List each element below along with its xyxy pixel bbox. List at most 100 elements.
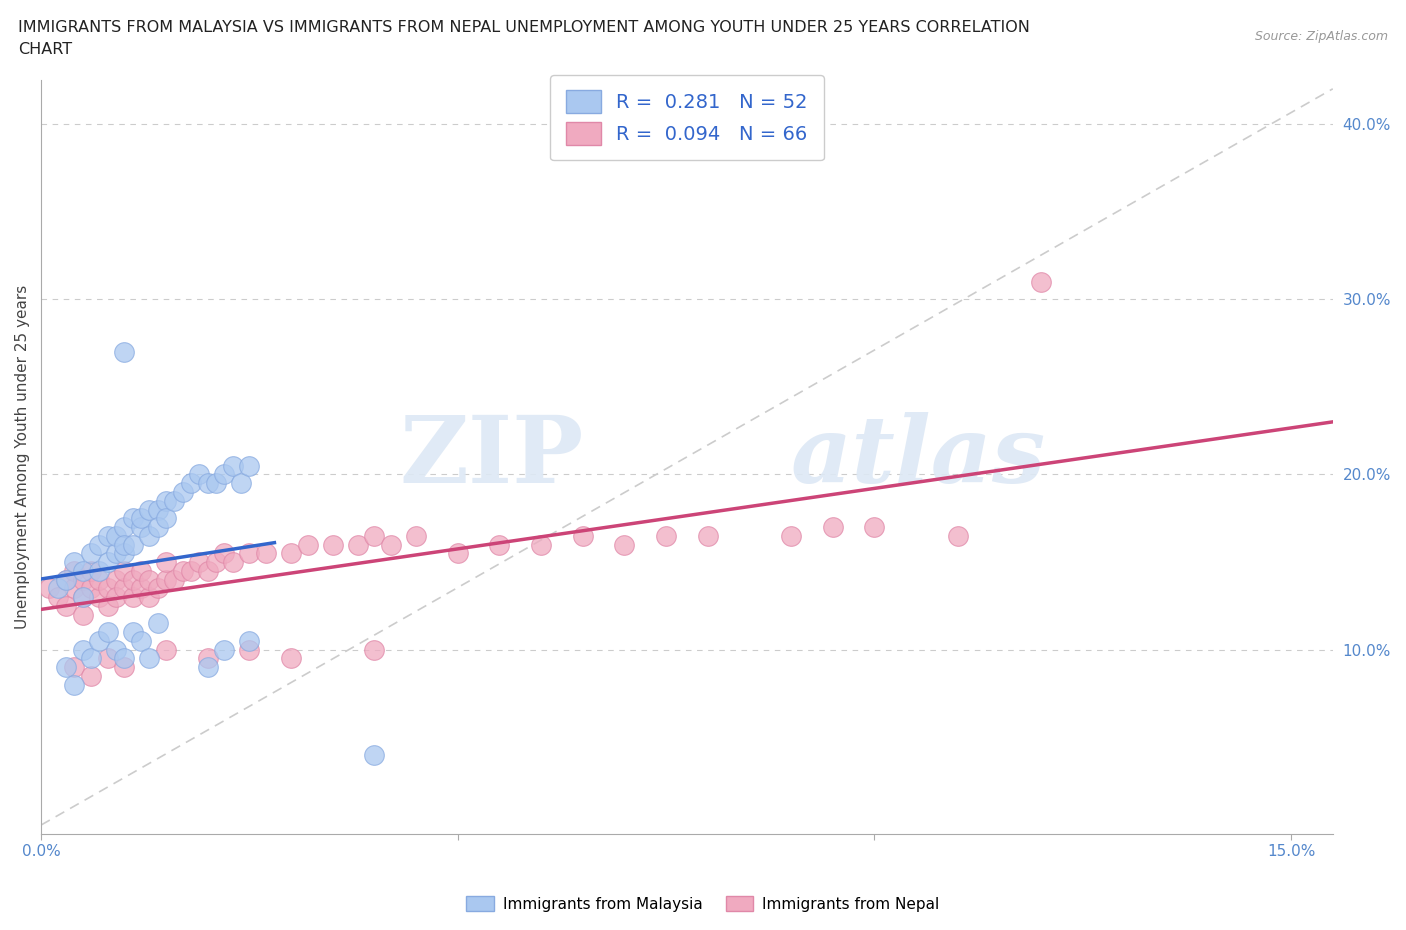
Point [530, 538, 553, 552]
Point [63, 554, 86, 569]
Point [121, 511, 143, 525]
Point [138, 590, 160, 604]
Point [155, 554, 177, 569]
Legend: R =  0.281   N = 52, R =  0.094   N = 66: R = 0.281 N = 52, R = 0.094 N = 66 [550, 74, 824, 161]
Point [363, 528, 385, 543]
Text: atlas: atlas [790, 412, 1046, 502]
Point [72, 590, 94, 604]
Point [63, 564, 86, 578]
Point [97, 554, 120, 569]
Point [322, 538, 344, 552]
Point [55, 572, 77, 587]
Point [129, 564, 152, 578]
Point [97, 625, 120, 640]
Point [280, 546, 302, 561]
Point [72, 590, 94, 604]
Point [89, 538, 111, 552]
Point [780, 528, 803, 543]
Point [46, 590, 69, 604]
Point [146, 616, 169, 631]
Point [405, 528, 427, 543]
Point [155, 511, 177, 525]
Point [55, 572, 77, 587]
Point [89, 564, 111, 578]
Point [146, 581, 169, 596]
Point [121, 538, 143, 552]
Point [155, 493, 177, 508]
Text: CHART: CHART [18, 42, 72, 57]
Point [121, 625, 143, 640]
Point [114, 538, 136, 552]
Point [863, 520, 886, 535]
Point [180, 564, 202, 578]
Point [97, 651, 120, 666]
Point [114, 520, 136, 535]
Point [89, 590, 111, 604]
Point [105, 572, 128, 587]
Point [197, 651, 219, 666]
Point [138, 528, 160, 543]
Point [72, 607, 94, 622]
Point [613, 538, 636, 552]
Point [129, 581, 152, 596]
Point [655, 528, 678, 543]
Point [138, 572, 160, 587]
Point [571, 528, 593, 543]
Text: ZIP: ZIP [399, 412, 583, 502]
Point [205, 554, 228, 569]
Point [114, 659, 136, 674]
Point [80, 651, 103, 666]
Point [222, 554, 245, 569]
Point [138, 651, 160, 666]
Point [155, 572, 177, 587]
Point [80, 581, 103, 596]
Point [72, 564, 94, 578]
Point [696, 528, 718, 543]
Point [214, 546, 236, 561]
Point [72, 572, 94, 587]
Point [80, 669, 103, 684]
Point [114, 581, 136, 596]
Point [163, 493, 186, 508]
Point [114, 651, 136, 666]
Point [380, 538, 402, 552]
Point [63, 581, 86, 596]
Point [222, 458, 245, 473]
Point [63, 659, 86, 674]
Point [97, 528, 120, 543]
Point [346, 538, 368, 552]
Point [172, 485, 194, 499]
Point [188, 467, 211, 482]
Point [89, 633, 111, 648]
Point [114, 564, 136, 578]
Legend: Immigrants from Malaysia, Immigrants from Nepal: Immigrants from Malaysia, Immigrants fro… [460, 889, 946, 918]
Point [238, 633, 260, 648]
Point [821, 520, 844, 535]
Point [97, 581, 120, 596]
Point [105, 528, 128, 543]
Text: Source: ZipAtlas.com: Source: ZipAtlas.com [1254, 30, 1388, 43]
Point [447, 546, 470, 561]
Point [129, 633, 152, 648]
Point [38, 581, 60, 596]
Point [89, 572, 111, 587]
Point [238, 458, 260, 473]
Point [238, 546, 260, 561]
Point [97, 599, 120, 614]
Point [229, 476, 252, 491]
Point [146, 520, 169, 535]
Point [155, 643, 177, 658]
Point [63, 677, 86, 692]
Point [238, 643, 260, 658]
Point [488, 538, 510, 552]
Point [80, 546, 103, 561]
Point [121, 590, 143, 604]
Point [197, 659, 219, 674]
Point [80, 564, 103, 578]
Point [214, 643, 236, 658]
Point [363, 748, 385, 763]
Point [214, 467, 236, 482]
Point [280, 651, 302, 666]
Text: IMMIGRANTS FROM MALAYSIA VS IMMIGRANTS FROM NEPAL UNEMPLOYMENT AMONG YOUTH UNDER: IMMIGRANTS FROM MALAYSIA VS IMMIGRANTS F… [18, 20, 1031, 35]
Point [129, 511, 152, 525]
